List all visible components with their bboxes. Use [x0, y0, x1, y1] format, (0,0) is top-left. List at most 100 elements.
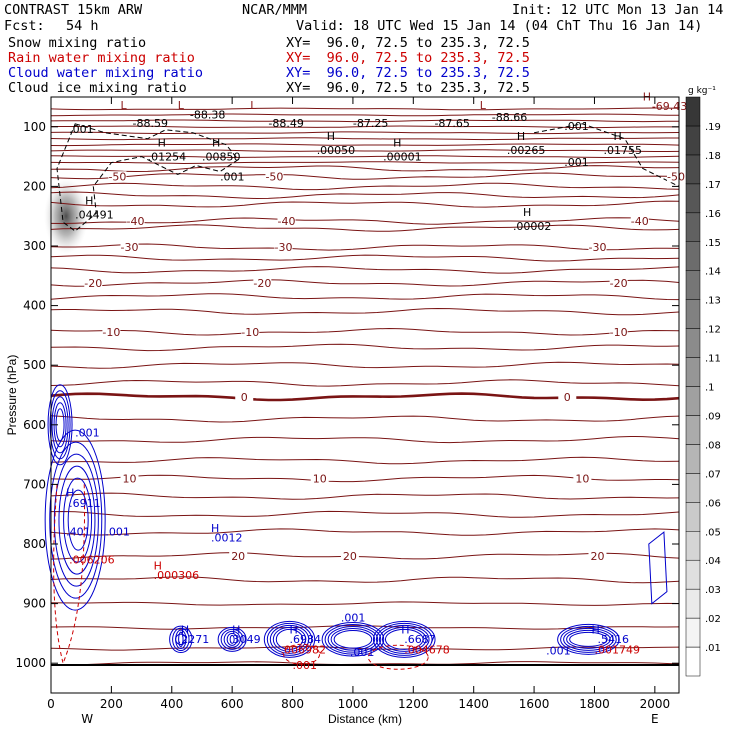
cloud-water-contour	[67, 489, 89, 551]
temperature-label-bg	[609, 277, 628, 289]
x-tick-label: 1800	[579, 697, 610, 711]
cloud-water-contour	[49, 390, 71, 460]
temperature-label: -50	[265, 170, 283, 183]
cloud-water-contour	[47, 384, 73, 466]
y-axis-title: Pressure (hPa)	[5, 355, 19, 436]
stability-contour	[50, 456, 680, 465]
cloud-water-contour	[557, 623, 620, 655]
h-marker-value: .01254	[148, 150, 187, 163]
temperature-label: -50	[108, 170, 126, 183]
h-marker: H	[85, 194, 93, 207]
temperature-label: 20	[231, 550, 245, 563]
temperature-label: -30	[274, 241, 292, 254]
colorbar-swatch	[685, 444, 701, 474]
colorbar-swatch	[685, 96, 701, 127]
init-time: Init: 12 UTC Mon 13 Jan 14	[512, 2, 724, 18]
stability-contour	[50, 172, 680, 180]
y-tick-label: 1000	[15, 656, 46, 670]
cloud-water-contour	[263, 620, 316, 658]
colorbar-label: .12	[705, 325, 721, 336]
h-marker-value: .04491	[75, 208, 114, 221]
lower-label: .001	[350, 646, 375, 659]
colorbar-swatch	[685, 502, 701, 532]
colorbar-swatch	[685, 328, 701, 358]
temperature-label: -20	[610, 277, 628, 290]
lower-label: H	[591, 623, 599, 636]
stability-contour	[50, 137, 679, 141]
snow-shading	[44, 178, 89, 255]
x-tick-label: 400	[160, 697, 183, 711]
temperature-label: 0	[564, 391, 571, 404]
lower-label: .6911	[69, 497, 101, 510]
lower-label: .6687	[404, 633, 436, 646]
cloud-water-contour	[226, 632, 238, 646]
temperature-label: 10	[313, 472, 327, 485]
cloud-water-contour	[44, 429, 106, 611]
h-marker-value: .00850	[202, 150, 241, 163]
stability-contour	[50, 131, 680, 135]
temperature-label: 0	[241, 391, 248, 404]
colorbar-swatch	[685, 212, 701, 243]
stability-contour	[50, 415, 680, 423]
temperature-label: 20	[343, 550, 357, 563]
h-marker-value: .00001	[383, 150, 422, 163]
colorbar-label: .14	[705, 267, 721, 278]
lower-label: .006206	[69, 554, 115, 567]
temperature-label: -30	[588, 241, 606, 254]
colorbar-label: .07	[705, 469, 721, 480]
stability-contour	[50, 293, 680, 301]
cloud-water-contour	[229, 634, 235, 644]
x-tick-label: 1600	[519, 697, 550, 711]
upper-label: -88.49	[268, 117, 303, 130]
stability-contour	[50, 143, 680, 147]
lower-label: H	[154, 560, 162, 573]
colorbar-label: .01	[705, 643, 721, 654]
valid-time: Valid: 18 UTC Wed 15 Jan 14 (04 ChT Thu …	[296, 18, 703, 34]
x-tick-label: 1000	[338, 697, 369, 711]
cloud-water-contour	[275, 628, 304, 650]
stability-contour	[50, 601, 680, 606]
colorbar-swatch	[685, 415, 701, 445]
colorbar-label: .11	[705, 354, 721, 365]
temperature-label-bg	[588, 550, 607, 562]
cloud-water-contour	[223, 630, 241, 648]
y-tick-label: 600	[23, 418, 46, 432]
temperature-label-bg	[84, 277, 103, 289]
stability-contour	[50, 266, 680, 274]
y-tick-label: 700	[23, 477, 46, 491]
x-tick-label: 200	[100, 697, 123, 711]
colorbar-label: .09	[705, 411, 721, 422]
colorbar-label: .08	[705, 440, 721, 451]
temperature-label-bg	[609, 326, 628, 338]
forecast-hours: 54 h	[66, 18, 99, 34]
stability-contour	[50, 327, 680, 336]
upper-label: L	[178, 99, 185, 112]
colorbar-label: .04	[705, 556, 721, 567]
stability-contour	[50, 217, 680, 225]
field-name-rain: Rain water mixing ratio	[8, 50, 195, 66]
stability-contour	[50, 279, 680, 287]
upper-label: -69.43	[652, 100, 687, 113]
x-tick-label: 1200	[398, 697, 429, 711]
x-tick-label: 0	[47, 697, 55, 711]
lower-label: .001	[293, 659, 318, 672]
org-label: NCAR/MMM	[242, 2, 308, 18]
stability-contour	[50, 191, 680, 200]
colorbar-swatch	[685, 154, 701, 185]
temperature-label-bg	[102, 326, 121, 338]
h-marker: H	[523, 206, 531, 219]
lower-label: .401	[66, 526, 91, 539]
stability-contour	[50, 200, 680, 208]
colorbar-swatch	[685, 183, 701, 214]
h-marker: H	[212, 136, 220, 149]
stability-contour	[50, 243, 680, 251]
lower-label: .006982	[280, 644, 326, 657]
colorbar-label: .13	[705, 296, 721, 307]
temperature-label: -20	[84, 277, 102, 290]
cloud-water-contour	[375, 622, 433, 656]
lower-label: H	[211, 522, 219, 535]
stability-contour	[50, 343, 680, 352]
colorbar-swatch	[685, 299, 701, 329]
stability-contour	[51, 125, 679, 129]
cloud-water-contour	[178, 631, 184, 648]
